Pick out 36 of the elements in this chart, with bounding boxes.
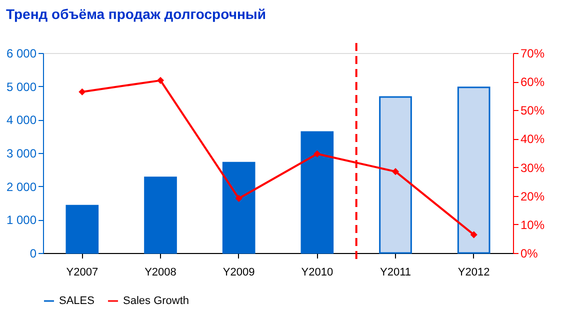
point	[392, 168, 400, 176]
y-tick-label: 1 000	[6, 213, 37, 228]
y-tick-label: 3 000	[6, 146, 37, 160]
y2-tick-label: 40%	[520, 132, 545, 146]
bar	[144, 176, 177, 254]
y-tick-label: 4 000	[6, 113, 37, 128]
legend-label: SALES	[59, 295, 94, 307]
point	[156, 76, 164, 84]
y2-tick-label: 10%	[520, 218, 545, 232]
x-tick-label: Y2007	[66, 266, 98, 278]
legend-label: Sales Growth	[123, 295, 190, 307]
y-tick-label: 0	[30, 246, 37, 260]
y-tick-label: 6 000	[6, 46, 37, 60]
point	[470, 231, 478, 238]
bar	[222, 162, 256, 254]
y2-tick-label: 20%	[520, 189, 545, 204]
x-tick-label: Y2010	[301, 266, 334, 278]
point	[78, 88, 86, 96]
bar	[66, 204, 99, 254]
y2-tick-label: 0%	[520, 246, 538, 260]
bar	[379, 96, 412, 254]
y2-tick-label: 30%	[520, 160, 545, 175]
x-tick-label: Y2012	[458, 266, 490, 278]
chart-title: Тренд объёма продаж долгосрочный	[6, 6, 266, 22]
x-tick-label: Y2009	[222, 266, 255, 278]
bar	[300, 131, 334, 254]
bar	[457, 86, 490, 254]
y2-tick-label: 50%	[520, 104, 545, 118]
x-tick-label: Y2008	[144, 266, 176, 278]
x-tick-label: Y2011	[380, 266, 411, 278]
y-tick-label: 2 000	[6, 180, 37, 194]
point	[314, 150, 321, 158]
y2-tick-label: 60%	[520, 75, 545, 90]
y2-tick-label: 70%	[520, 46, 545, 60]
y-tick-label: 5 000	[6, 80, 37, 94]
point	[235, 194, 242, 202]
